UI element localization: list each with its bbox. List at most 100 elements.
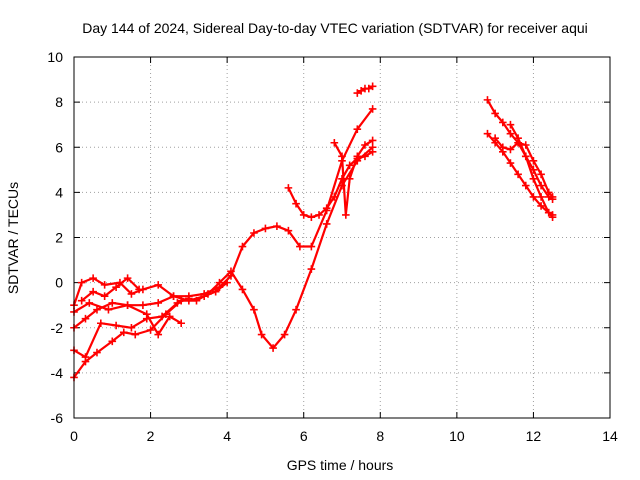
data-point [529, 175, 538, 183]
x-tick-label: 8 [376, 428, 384, 444]
data-point [296, 242, 304, 251]
data-point [315, 211, 323, 219]
series-arc-7 [284, 147, 377, 221]
data-point [322, 220, 331, 228]
series-arc-11 [483, 129, 557, 221]
x-tick-label: 2 [147, 428, 155, 444]
y-tick-labels: -6 -4 -2 0 2 4 6 8 10 [47, 49, 63, 426]
data-point [368, 136, 377, 145]
data-point [112, 283, 120, 291]
data-point [521, 181, 530, 190]
data-point [345, 161, 354, 170]
data-point [491, 134, 499, 143]
data-point [544, 188, 553, 197]
data-point [238, 242, 247, 251]
data-point [238, 285, 247, 294]
x-tick-label: 0 [70, 428, 78, 444]
data-point [146, 326, 155, 334]
data-point [89, 274, 97, 282]
data-point [548, 193, 557, 201]
data-point [299, 211, 308, 219]
data-point [521, 152, 530, 161]
data-point [261, 224, 270, 233]
data-point [548, 211, 557, 219]
data-point [284, 184, 293, 192]
data-point [514, 134, 522, 143]
data-point [154, 281, 163, 289]
series-line [287, 150, 374, 219]
data-point [361, 141, 369, 149]
data-point [499, 118, 507, 127]
data-point [142, 310, 151, 319]
data-point [77, 278, 86, 287]
data-point [537, 170, 545, 179]
data-point [158, 312, 166, 321]
series-line [80, 277, 141, 302]
y-tick-label: -6 [51, 410, 64, 426]
x-axis-title: GPS time / hours [287, 457, 394, 473]
data-point [357, 87, 365, 95]
series-arc-9 [330, 136, 377, 219]
data-point [135, 285, 143, 294]
data-point [322, 204, 331, 212]
data-point [353, 89, 362, 97]
x-tick-label: 12 [526, 428, 542, 444]
data-point [269, 344, 277, 352]
data-point [139, 301, 147, 309]
data-point [177, 319, 185, 328]
data-point [284, 226, 293, 235]
y-tick-label: 10 [47, 49, 63, 65]
y-tick-label: 0 [55, 275, 63, 291]
data-point [185, 294, 193, 303]
x-tick-label: 6 [300, 428, 308, 444]
data-point [365, 84, 373, 93]
data-point [169, 292, 178, 300]
data-point [89, 287, 97, 296]
data-point [280, 330, 289, 339]
data-point [127, 290, 136, 298]
data-point [131, 330, 140, 339]
data-point [514, 170, 522, 179]
data-point [483, 96, 492, 104]
series-arc-4 [70, 294, 193, 361]
data-point [368, 105, 377, 113]
data-point [250, 305, 258, 314]
data-point [537, 193, 545, 201]
data-point [342, 211, 350, 219]
data-point [104, 305, 113, 314]
data-point [521, 141, 530, 149]
data-point [81, 353, 90, 361]
x-tick-labels: 0 2 4 6 8 10 12 14 [70, 428, 618, 444]
data-point [330, 138, 339, 147]
series-arc-12 [491, 134, 557, 201]
y-tick-label: 2 [55, 230, 63, 246]
data-point [127, 323, 136, 332]
data-point [227, 272, 235, 280]
data-point [353, 152, 362, 161]
y-tick-label: 4 [55, 184, 63, 200]
data-point [506, 145, 515, 154]
data-point [257, 330, 266, 339]
y-tick-label: -4 [51, 365, 64, 381]
data-point [506, 120, 515, 129]
data-point [154, 299, 163, 307]
series-line [486, 132, 554, 219]
data-point [307, 265, 316, 273]
data-point [154, 330, 163, 339]
data-point [537, 202, 545, 210]
data-point [506, 129, 515, 138]
data-point [100, 292, 109, 300]
data-point [353, 125, 362, 133]
data-point [119, 328, 128, 337]
data-point [529, 193, 538, 201]
data-point [544, 208, 553, 217]
x-tick-label: 14 [602, 428, 618, 444]
data-point [77, 296, 86, 305]
data-point [100, 281, 109, 289]
data-point [165, 312, 174, 321]
data-point [537, 181, 545, 190]
series-arc-13 [506, 120, 557, 219]
data-point [292, 199, 300, 208]
data-point [112, 321, 120, 330]
